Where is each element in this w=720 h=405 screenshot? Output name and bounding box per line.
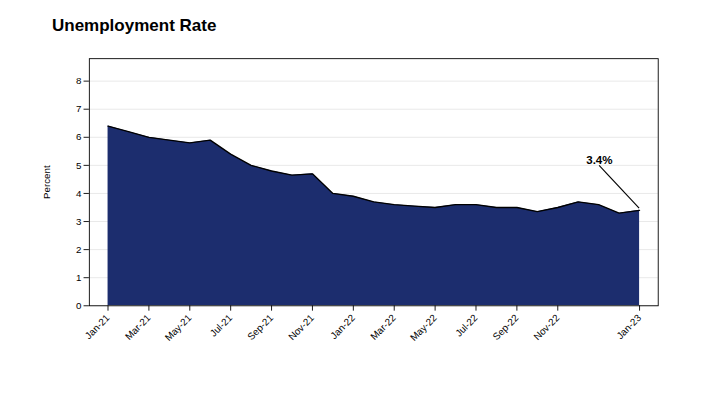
svg-text:Jul-22: Jul-22 [453,312,480,339]
svg-text:May-22: May-22 [408,312,439,343]
svg-text:Sep-22: Sep-22 [490,312,520,342]
svg-text:Mar-22: Mar-22 [368,312,398,342]
svg-text:5: 5 [76,159,82,170]
svg-text:Jan-21: Jan-21 [83,312,112,341]
svg-text:0: 0 [76,300,82,311]
svg-text:1: 1 [76,272,81,283]
svg-text:May-21: May-21 [163,312,194,343]
svg-text:Jul-21: Jul-21 [208,312,235,339]
svg-text:6: 6 [76,131,81,142]
svg-text:Nov-21: Nov-21 [286,312,316,342]
svg-text:2: 2 [76,244,81,255]
html-text:Unemployment Rate: Unemployment Rate [52,16,217,35]
svg-text:Sep-21: Sep-21 [245,312,275,342]
svg-text:7: 7 [76,103,81,114]
svg-text:Nov-22: Nov-22 [531,312,561,342]
svg-text:3.4%: 3.4% [586,154,612,166]
svg-text:3: 3 [76,216,81,227]
svg-text:Percent: Percent [41,165,52,199]
svg-text:Mar-21: Mar-21 [123,312,153,342]
svg-text:4: 4 [76,188,82,199]
svg-text:8: 8 [76,75,81,86]
svg-text:Jan-22: Jan-22 [328,312,357,341]
svg-text:Jan-23: Jan-23 [614,312,643,341]
